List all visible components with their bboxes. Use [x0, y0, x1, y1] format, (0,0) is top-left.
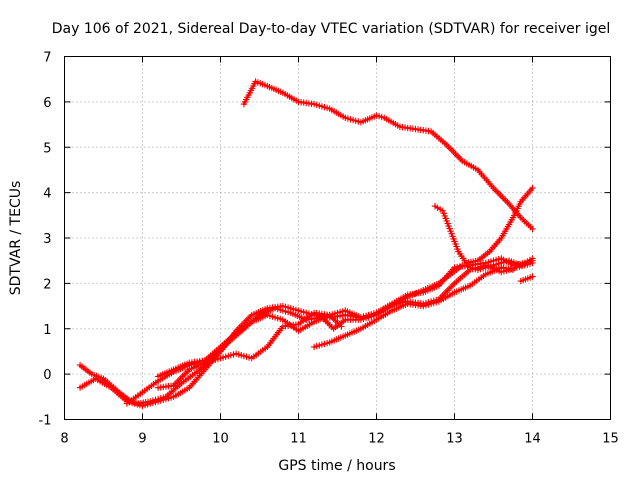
x-tick-label: 8	[60, 432, 68, 447]
series-track-2	[76, 255, 536, 410]
y-tick-label: 6	[43, 96, 51, 111]
x-tick-label: 15	[602, 432, 619, 447]
y-tick-label: 1	[43, 323, 51, 338]
series-track-6	[310, 264, 517, 351]
series-track-4	[154, 309, 345, 391]
x-tick-labels: 8 9 10 11 12 13 14 15	[60, 432, 618, 447]
series-markers	[76, 255, 536, 410]
series-markers	[240, 78, 536, 233]
series-markers	[310, 264, 517, 351]
y-tick-label: -1	[39, 414, 52, 429]
series-markers	[154, 309, 345, 391]
x-tick-label: 10	[212, 432, 229, 447]
x-axis-title: GPS time / hours	[278, 458, 395, 474]
series-markers	[76, 257, 536, 407]
series-line	[242, 80, 534, 230]
series-track-8	[431, 184, 536, 267]
y-axis-title: SDTVAR / TECUs	[8, 181, 24, 296]
grid	[64, 56, 611, 420]
series-line	[78, 259, 534, 405]
y-tick-label: 0	[43, 368, 51, 383]
chart-title: Day 106 of 2021, Sidereal Day-to-day VTE…	[52, 21, 611, 37]
series-markers	[154, 355, 216, 380]
series-markers	[517, 273, 536, 285]
series-track-5	[154, 355, 216, 380]
x-tick-label: 12	[368, 432, 385, 447]
series-markers	[431, 184, 536, 267]
x-tick-label: 13	[446, 432, 463, 447]
series-line	[313, 266, 515, 348]
y-tick-label: 4	[43, 187, 51, 202]
x-tick-label: 9	[138, 432, 146, 447]
series-line	[78, 257, 534, 407]
y-tick-labels: -1 0 1 2 3 4 5 6 7	[39, 51, 52, 429]
y-tick-label: 7	[43, 51, 51, 66]
series-track-1	[76, 257, 536, 407]
y-tick-label: 2	[43, 277, 51, 292]
data-series	[76, 78, 536, 410]
x-tick-label: 11	[290, 432, 307, 447]
series-track-7	[240, 78, 536, 233]
x-tick-label: 14	[524, 432, 541, 447]
plot-frame	[64, 56, 611, 420]
y-tick-label: 5	[43, 141, 51, 156]
y-tick-label: 3	[43, 232, 51, 247]
series-track-9	[517, 273, 536, 285]
